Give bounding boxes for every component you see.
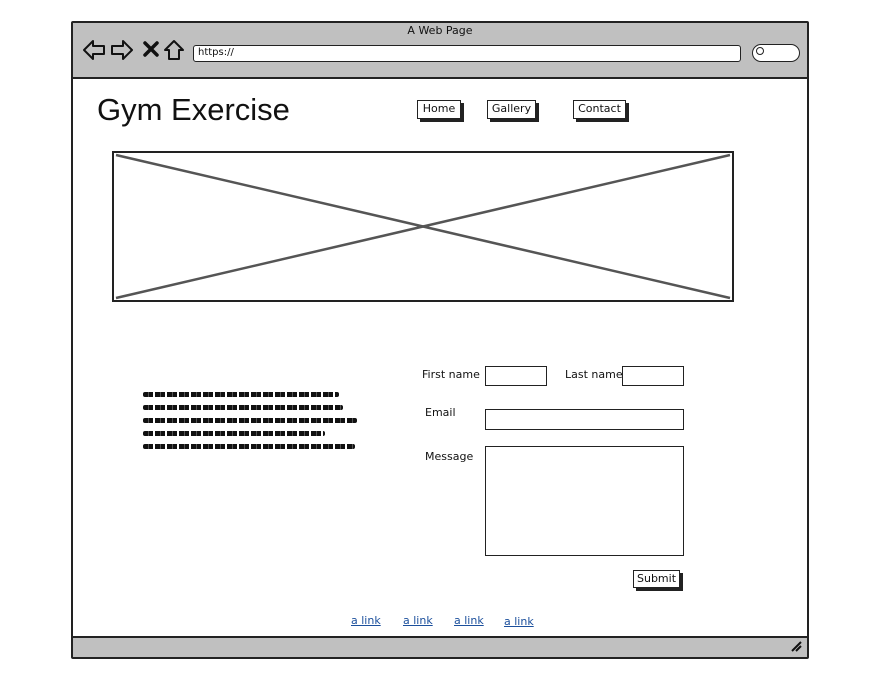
nav-gallery-button[interactable]: Gallery bbox=[487, 100, 536, 119]
site-title: Gym Exercise bbox=[97, 92, 290, 127]
nav-home-button[interactable]: Home bbox=[417, 100, 461, 119]
footer-link[interactable]: a link bbox=[403, 614, 433, 627]
status-bar bbox=[73, 636, 807, 657]
last-name-input[interactable] bbox=[622, 366, 684, 386]
body-text-scribble bbox=[143, 392, 361, 457]
forward-arrow-icon[interactable] bbox=[110, 39, 134, 66]
footer-link[interactable]: a link bbox=[504, 615, 534, 628]
image-placeholder-icon bbox=[115, 153, 731, 300]
submit-button[interactable]: Submit bbox=[633, 570, 680, 588]
last-name-label: Last name bbox=[565, 368, 623, 381]
text-line bbox=[143, 444, 355, 449]
email-input[interactable] bbox=[485, 409, 684, 430]
message-textarea[interactable] bbox=[485, 446, 684, 556]
text-line bbox=[143, 431, 325, 436]
footer-link[interactable]: a link bbox=[454, 614, 484, 627]
browser-window bbox=[71, 21, 809, 659]
browser-search-field[interactable] bbox=[752, 44, 800, 62]
nav-contact-button[interactable]: Contact bbox=[573, 100, 626, 119]
search-icon bbox=[756, 47, 764, 55]
email-label: Email bbox=[425, 406, 456, 419]
message-label: Message bbox=[425, 450, 474, 463]
footer-link[interactable]: a link bbox=[351, 614, 381, 627]
resize-grip-icon[interactable] bbox=[790, 640, 802, 655]
text-line bbox=[143, 392, 339, 397]
address-bar[interactable]: https:// bbox=[193, 45, 741, 62]
window-title: A Web Page bbox=[407, 24, 473, 37]
text-line bbox=[143, 405, 343, 410]
first-name-label: First name bbox=[422, 368, 480, 381]
back-arrow-icon[interactable] bbox=[82, 39, 106, 66]
home-icon[interactable] bbox=[163, 39, 185, 66]
text-line bbox=[143, 418, 357, 423]
stop-icon[interactable] bbox=[143, 39, 159, 63]
first-name-input[interactable] bbox=[485, 366, 547, 386]
hero-image-placeholder bbox=[112, 151, 734, 302]
